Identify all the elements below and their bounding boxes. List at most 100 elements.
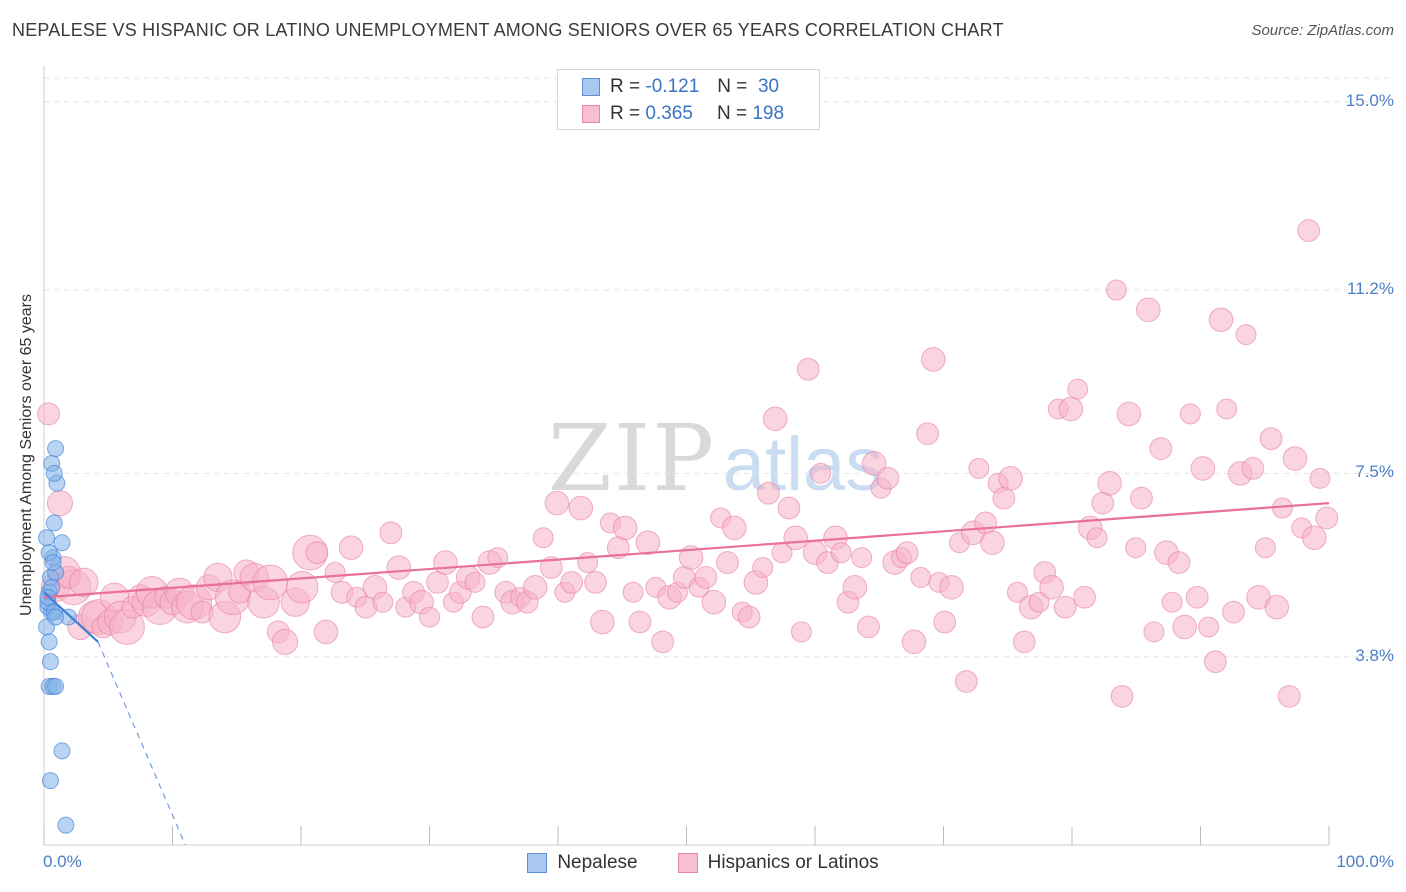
hispanic-point [37,402,61,426]
hispanic-point [998,466,1023,491]
hispanic-point [876,466,900,490]
hispanic-point [651,630,675,654]
hispanic-point [1012,630,1036,654]
hispanic-point [895,541,919,565]
hispanic-point [1135,297,1161,323]
hispanic-point [777,496,801,520]
hispanic-point [1067,378,1089,400]
hispanic-point [560,570,584,594]
hispanic-point [419,606,441,628]
axes [43,66,1330,846]
hispanic-point [568,495,594,521]
hispanic-point [539,556,563,579]
chart-title: NEPALESE VS HISPANIC OR LATINO UNEMPLOYM… [12,20,1004,40]
hispanic-point [861,451,887,476]
hispanic-point [916,422,940,446]
hispanic-point [1130,486,1153,510]
hispanic-point [471,605,495,629]
hispanic-point [1309,467,1331,489]
y-tick-label: 3.8% [1355,645,1394,665]
hispanic-point [757,481,780,505]
hispanic-point [1241,457,1265,480]
n-value: 198 [752,103,785,124]
hispanic-point [830,542,852,564]
hispanic-point [901,629,927,655]
hispanic-point [968,457,990,479]
hispanic-point [1235,324,1257,346]
hispanic-point [842,575,868,600]
hispanic-point [1254,537,1276,559]
hispanic-point [737,605,761,629]
hispanic-point [1179,403,1201,425]
hispanic-point [1172,614,1197,640]
hispanic-point [584,570,607,594]
source-credit: Source: ZipAtlas.com [1251,22,1394,39]
hispanic-point [433,550,458,575]
hispanic-point [1185,585,1209,609]
hispanic-point [271,628,299,655]
r-value: -0.121 [645,76,700,97]
hispanic-point [790,621,812,643]
hispanic-point [980,530,1005,556]
nepalese-point [40,633,58,651]
legend-item-nepalese[interactable]: Nepalese [527,852,638,874]
hispanic-point [1039,575,1064,600]
hispanic-point [635,530,661,556]
hispanic-point [939,575,964,600]
series-legend: Nepalese Hispanics or Latinos [0,852,1406,874]
hispanic-point [1259,427,1283,451]
hispanic-point [783,525,809,551]
hispanic-point [1282,446,1308,471]
legend-item-hispanic[interactable]: Hispanics or Latinos [677,852,879,874]
r-label: R = [610,76,641,97]
nepalese-point [41,653,59,671]
hispanic-point [313,619,339,645]
hispanic-point [285,571,319,604]
n-value: 30 [757,76,780,97]
nepalese-point [38,529,56,547]
hispanic-point [1125,537,1147,559]
x-tick-label-max: 100.0% [1336,852,1394,871]
hispanic-point [46,489,74,517]
nepalese-points [38,440,77,834]
hispanic-point [464,571,486,593]
trend-lines [43,501,1330,846]
hispanic-point [1277,684,1301,708]
r-label: R = [610,103,641,124]
legend-label: Nepalese [557,852,638,873]
r-value: 0.365 [645,103,693,124]
nepalese-point [53,742,71,760]
hispanic-point [1097,470,1122,496]
y-tick-label: 11.2% [1347,279,1394,299]
hispanic-point [678,545,704,570]
hispanic-point [338,535,364,560]
hispanic-point [324,561,346,583]
hispanic-point [1105,279,1127,301]
hispanic-point [577,552,599,574]
nepalese-point [47,677,65,695]
hispanic-point [544,490,570,516]
hispanic-point [1028,591,1050,613]
nepalese-point [45,514,63,532]
watermark: ZIP atlas [548,405,883,512]
legend-label: Hispanics or Latinos [707,852,879,873]
legend-row-nepalese: R = -0.121 N = 30 [582,74,779,100]
legend-row-hispanic: R = 0.365 N = 198 [582,101,784,127]
hispanic-point [522,575,548,600]
nepalese-point [41,772,59,790]
y-tick-label: 15.0% [1345,90,1394,110]
nepalese-point [45,464,63,482]
hispanic-point [1264,594,1290,620]
hispanic-point [810,462,832,484]
hispanic-point [1167,551,1191,574]
hispanic-point [762,406,788,432]
hispanic-point [372,591,394,613]
hispanic-point [1006,581,1028,603]
hispanic-point [1203,650,1227,674]
hispanic-point [1073,585,1096,609]
nepalese-trend-extension [97,641,186,846]
hispanic-point [933,610,957,634]
nepalese-point [47,440,65,458]
hispanic-point [796,357,820,381]
